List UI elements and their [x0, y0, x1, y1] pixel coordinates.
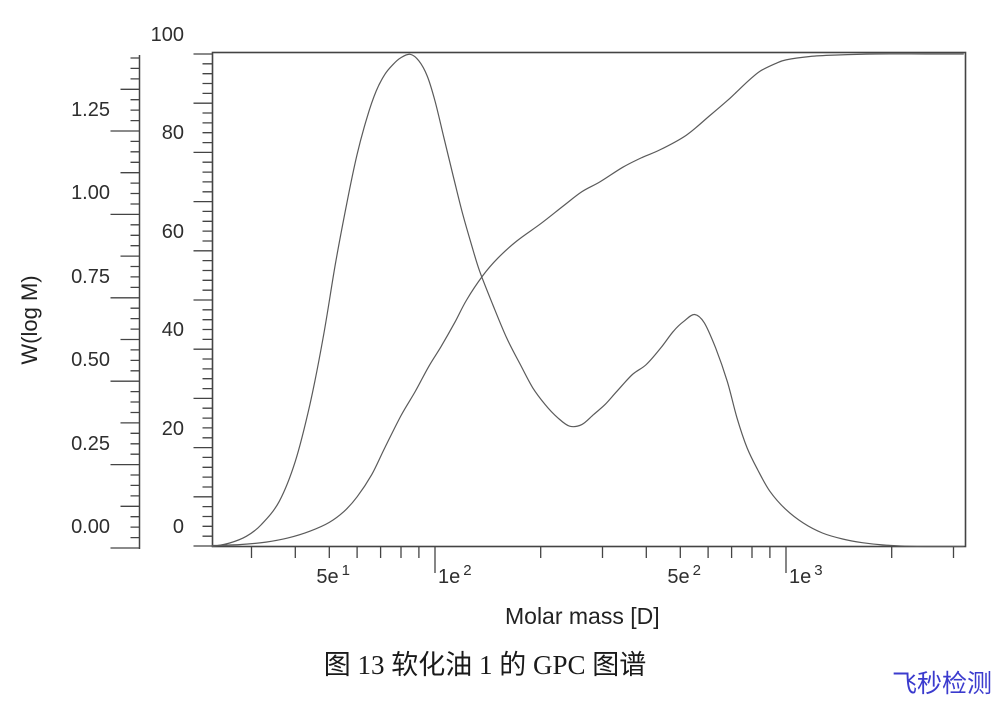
x-tick-exponent: 2	[692, 562, 701, 579]
watermark: 飞秒检测	[891, 671, 992, 698]
cumulative-curve	[211, 53, 964, 547]
x-tick-label: 1e 3	[789, 562, 823, 588]
x-tick-label: 1e 2	[438, 562, 472, 588]
y-left-tick-label: 0.25	[71, 432, 110, 455]
y-right-tick-label: 60	[161, 220, 184, 243]
y-right-tick-label: 40	[161, 319, 184, 342]
x-axis-ticks	[250, 547, 955, 573]
distribution-curve	[211, 53, 964, 548]
y-right-tick-label: 20	[161, 417, 184, 440]
x-tick-label: 5e 1	[316, 562, 350, 588]
y-left-ruler-ticks	[110, 57, 140, 549]
plot-frame	[211, 51, 967, 548]
y-left-tick-label: 0.50	[71, 349, 110, 372]
x-axis-title: Molar mass [D]	[505, 603, 660, 629]
y-right-axis-ticks	[193, 53, 213, 547]
x-tick-label: 5e 2	[667, 562, 701, 588]
x-tick-exponent: 2	[463, 562, 472, 579]
y-left-tick-label: 1.25	[71, 99, 110, 121]
x-tick-exponent: 1	[341, 562, 350, 579]
y-left-tick-label: 0.00	[71, 516, 110, 538]
figure-caption: 图 13 软化油 1 的 GPC 图谱	[323, 650, 647, 680]
y-right-tick-label: 80	[161, 122, 184, 145]
x-tick-exponent: 3	[814, 562, 823, 579]
y-right-tick-label: 100	[150, 24, 184, 46]
y-right-tick-label: 0	[172, 516, 184, 538]
y-left-tick-label: 1.00	[71, 182, 110, 205]
y-left-axis-title: W(log M)	[17, 275, 42, 365]
y-left-tick-label: 0.75	[71, 265, 110, 288]
